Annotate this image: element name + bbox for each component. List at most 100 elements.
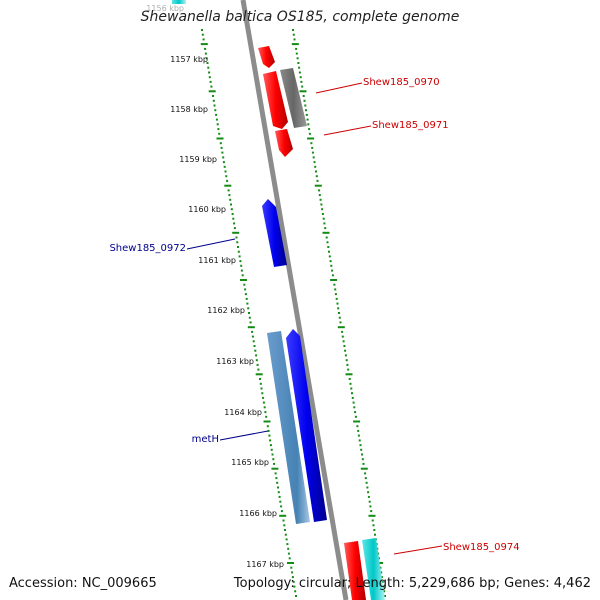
ruler-minor-tick	[328, 250, 330, 253]
ruler-minor-tick	[372, 524, 375, 527]
ruler-minor-tick	[331, 274, 334, 277]
ruler-minor-tick	[335, 297, 338, 300]
ruler-minor-tick	[303, 99, 306, 102]
ruler-minor-tick	[206, 62, 209, 64]
ruler-minor-tick	[248, 316, 251, 319]
ruler-minor-tick	[237, 250, 240, 253]
gene-shew185-0970[interactable]	[280, 68, 307, 128]
ruler-minor-tick	[292, 29, 294, 31]
gene-blue-large[interactable]	[286, 329, 327, 522]
ruler-minor-tick	[246, 302, 249, 305]
ruler-label-1162: 1162 kbp	[207, 306, 245, 315]
ruler-minor-tick	[359, 444, 362, 447]
gene-label-shew185-0974[interactable]: Shew185_0974	[443, 542, 520, 553]
ruler-minor-tick	[269, 439, 272, 442]
ruler-major-tick	[224, 184, 232, 187]
ruler-minor-tick	[327, 246, 330, 248]
ruler-minor-tick	[305, 113, 308, 116]
ruler-minor-tick	[208, 76, 211, 79]
ruler-major-tick	[247, 326, 255, 329]
ruler-minor-tick	[251, 330, 254, 333]
gene-shew185-0974[interactable]	[344, 541, 366, 600]
ruler-minor-tick	[226, 179, 229, 182]
gene-shew185-0971[interactable]	[263, 71, 288, 129]
gene-red-lower[interactable]	[275, 129, 293, 157]
ruler-minor-tick	[367, 495, 370, 498]
ruler-major-tick	[299, 90, 307, 93]
ruler-minor-tick	[249, 321, 252, 324]
ruler-minor-tick	[308, 132, 311, 135]
ruler-minor-tick	[351, 396, 354, 399]
ruler-minor-tick	[247, 307, 250, 310]
ruler-minor-tick	[307, 123, 310, 126]
ruler-minor-tick	[382, 585, 385, 588]
ruler-minor-tick	[287, 552, 290, 555]
ruler-minor-tick	[325, 236, 328, 239]
ruler-major-tick	[345, 373, 353, 376]
ruler-minor-tick	[215, 118, 218, 121]
ruler-minor-tick	[333, 283, 336, 286]
ruler-minor-tick	[373, 529, 376, 531]
ruler-minor-tick	[318, 194, 321, 197]
ruler-major-tick	[307, 137, 315, 140]
gene-shew185-0972[interactable]	[262, 199, 287, 267]
ruler-major-tick	[255, 373, 263, 376]
ruler-minor-tick	[271, 453, 274, 456]
ruler-minor-tick	[302, 95, 305, 97]
ruler-minor-tick	[204, 52, 207, 55]
ruler-label-1158: 1158 kbp	[170, 105, 208, 114]
ruler-minor-tick	[347, 368, 350, 371]
gene-cyan-bottom[interactable]	[362, 538, 385, 600]
ruler-minor-tick	[244, 293, 247, 296]
gene-label-shew185-0971[interactable]: Shew185_0971	[372, 120, 449, 131]
ruler-major-tick	[240, 279, 247, 281]
ruler-minor-tick	[321, 213, 324, 215]
ruler-minor-tick	[256, 363, 259, 366]
ruler-minor-tick	[334, 293, 337, 296]
gene-meth[interactable]	[267, 331, 310, 524]
ruler-minor-tick	[364, 472, 367, 475]
ruler-minor-tick	[328, 255, 331, 258]
ruler-minor-tick	[361, 453, 363, 456]
ruler-minor-tick	[225, 175, 228, 178]
ruler-major-tick	[216, 137, 224, 140]
ruler-major-tick	[271, 467, 279, 470]
ruler-minor-tick	[270, 448, 273, 451]
gene-red-small[interactable]	[258, 46, 275, 68]
gene-cyan-top[interactable]	[172, 0, 186, 4]
ruler-minor-tick	[369, 505, 372, 508]
ruler-minor-tick	[312, 156, 315, 159]
ruler-label-1165: 1165 kbp	[231, 458, 269, 467]
gene-labels: Shew185_0970 Shew185_0971 Shew185_0972 m…	[109, 77, 519, 553]
ruler-minor-tick	[331, 269, 334, 272]
gene-label-shew185-0972[interactable]: Shew185_0972	[109, 243, 186, 254]
gene-label-meth[interactable]: metH	[192, 434, 219, 445]
gene-features	[172, 0, 385, 600]
ruler-minor-tick	[326, 241, 329, 244]
ruler-minor-tick	[224, 170, 227, 173]
ruler-minor-tick	[305, 109, 307, 112]
ruler-minor-tick	[229, 198, 232, 201]
ruler-minor-tick	[292, 33, 295, 36]
ruler-minor-tick	[279, 500, 282, 503]
ruler-minor-tick	[276, 481, 279, 484]
ruler-minor-tick	[213, 104, 216, 107]
ruler-minor-tick	[257, 368, 260, 371]
ruler-major-tick	[330, 279, 338, 281]
gene-label-shew185-0970[interactable]: Shew185_0970	[363, 77, 440, 88]
ruler-minor-tick	[374, 533, 376, 536]
ruler-minor-tick	[342, 340, 345, 343]
ruler-minor-tick	[236, 241, 239, 244]
ruler-minor-tick	[230, 203, 232, 206]
ruler-major-tick	[322, 231, 330, 234]
ruler-major-tick	[368, 514, 376, 517]
ruler-minor-tick	[280, 505, 283, 508]
ruler-minor-tick	[306, 118, 309, 121]
ruler-label-1157: 1157 kbp	[170, 55, 208, 64]
ruler-label-1161: 1161 kbp	[198, 256, 236, 265]
ruler-minor-tick	[265, 415, 268, 418]
ruler-minor-tick	[237, 246, 239, 248]
ruler-minor-tick	[323, 222, 326, 225]
ruler-major-tick	[263, 420, 271, 423]
